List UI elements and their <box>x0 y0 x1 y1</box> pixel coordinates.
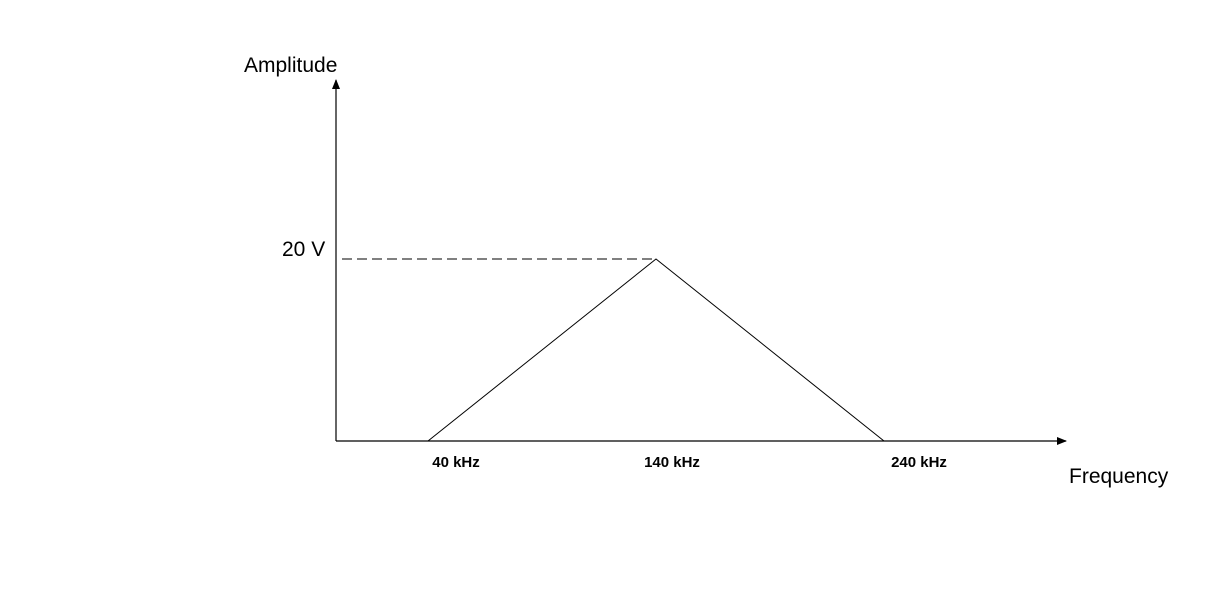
x-axis-title: Frequency <box>1069 465 1169 488</box>
x-tick-label: 40 kHz <box>432 454 480 471</box>
y-axis-title: Amplitude <box>244 54 337 77</box>
series-line <box>427 258 885 442</box>
x-tick-label: 240 kHz <box>891 454 947 471</box>
x-tick-label: 140 kHz <box>644 454 700 471</box>
y-tick-label: 20 V <box>282 238 325 261</box>
